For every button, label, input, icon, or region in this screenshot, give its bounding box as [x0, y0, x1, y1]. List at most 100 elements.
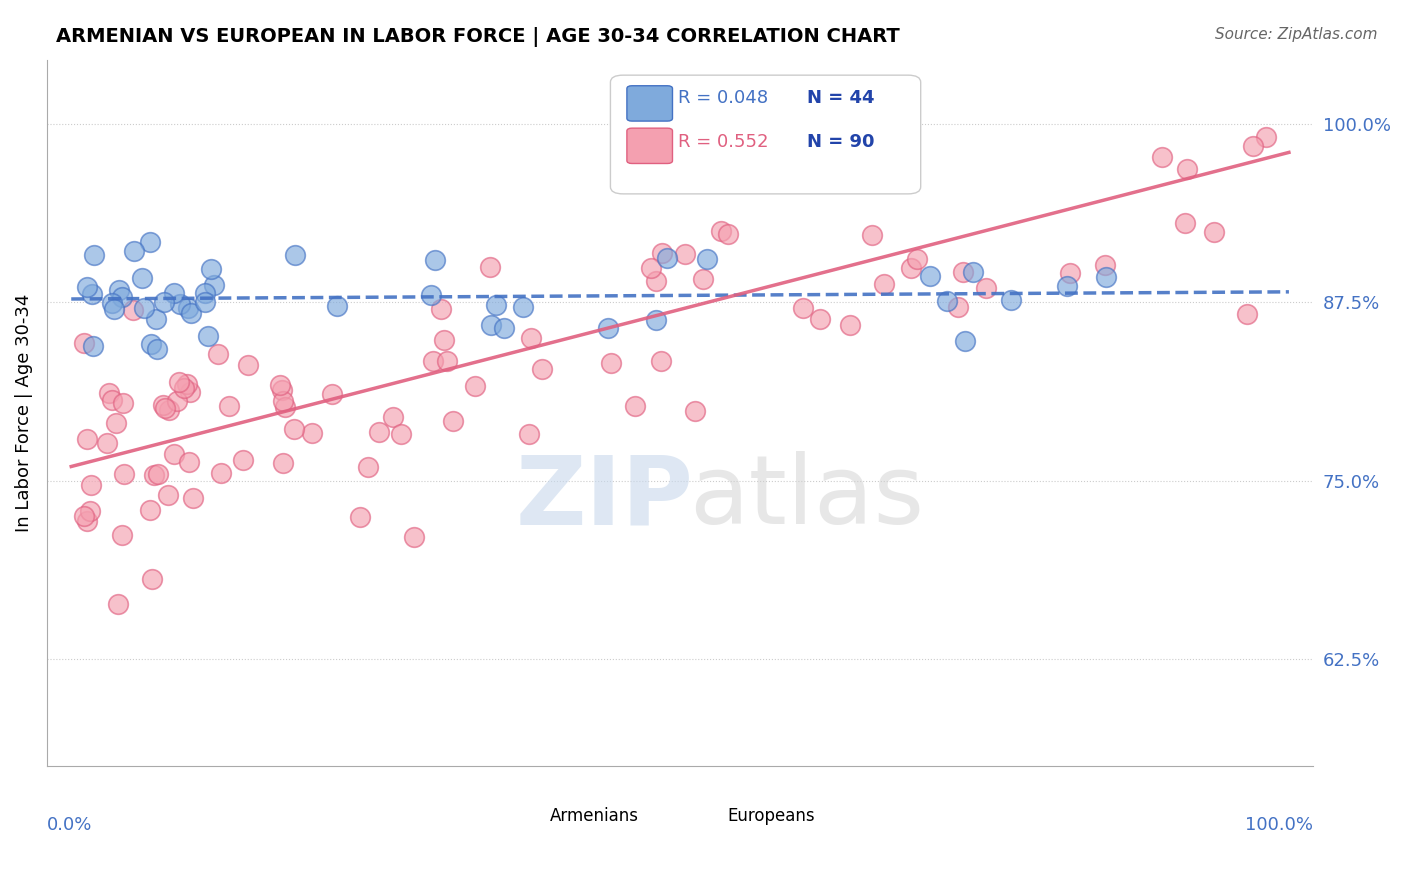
Point: [420, 288, 443, 302]
Point: [368, 425, 391, 439]
Point: [194, 295, 217, 310]
Point: [176, 377, 198, 392]
Text: R = 0.048: R = 0.048: [678, 89, 768, 107]
Point: [155, 401, 177, 415]
Point: [110, 528, 132, 542]
Point: [433, 333, 456, 347]
Point: [918, 269, 941, 284]
Point: [76, 280, 98, 294]
Point: [624, 399, 647, 413]
Point: [349, 509, 371, 524]
Point: [430, 301, 453, 316]
Text: atlas: atlas: [689, 451, 924, 544]
Point: [76, 432, 98, 446]
Point: [271, 394, 294, 409]
FancyBboxPatch shape: [610, 75, 921, 194]
Point: [218, 399, 240, 413]
Point: [1174, 216, 1197, 230]
Point: [209, 466, 232, 480]
Point: [283, 422, 305, 436]
Point: [284, 248, 307, 262]
Point: [132, 301, 155, 315]
Point: [73, 508, 96, 523]
Point: [873, 277, 896, 292]
Point: [153, 295, 176, 310]
Point: [141, 572, 163, 586]
Point: [651, 246, 673, 260]
Point: [1241, 139, 1264, 153]
Point: [512, 301, 534, 315]
FancyBboxPatch shape: [505, 801, 546, 830]
Point: [142, 468, 165, 483]
Point: [173, 381, 195, 395]
Text: N = 90: N = 90: [807, 133, 875, 152]
Point: [1059, 266, 1081, 280]
Point: [82, 287, 104, 301]
Point: [441, 414, 464, 428]
Point: [1204, 225, 1226, 239]
Point: [974, 281, 997, 295]
Point: [650, 353, 672, 368]
Point: [274, 401, 297, 415]
Point: [98, 386, 121, 401]
Text: ARMENIAN VS EUROPEAN IN LABOR FORCE | AGE 30-34 CORRELATION CHART: ARMENIAN VS EUROPEAN IN LABOR FORCE | AG…: [56, 27, 900, 46]
Point: [131, 271, 153, 285]
Text: ZIP: ZIP: [515, 451, 693, 544]
Point: [124, 244, 146, 258]
Point: [108, 283, 131, 297]
Point: [83, 247, 105, 261]
Point: [169, 297, 191, 311]
Point: [1175, 162, 1198, 177]
Point: [382, 410, 405, 425]
Point: [139, 336, 162, 351]
Point: [464, 378, 486, 392]
Point: [936, 293, 959, 308]
Point: [271, 384, 294, 398]
Point: [111, 290, 134, 304]
Point: [599, 357, 621, 371]
Point: [79, 504, 101, 518]
Point: [96, 436, 118, 450]
Point: [179, 455, 201, 469]
Point: [673, 247, 696, 261]
Point: [479, 318, 502, 332]
Point: [357, 459, 380, 474]
Point: [157, 487, 180, 501]
Point: [326, 299, 349, 313]
Text: R = 0.552: R = 0.552: [678, 133, 768, 152]
Point: [146, 342, 169, 356]
Point: [145, 312, 167, 326]
Point: [717, 227, 740, 241]
Point: [1236, 307, 1258, 321]
Point: [112, 467, 135, 482]
Point: [79, 477, 101, 491]
Point: [640, 261, 662, 276]
Point: [1150, 150, 1173, 164]
Point: [101, 296, 124, 310]
Point: [494, 321, 516, 335]
Point: [82, 339, 104, 353]
Point: [204, 277, 226, 292]
Point: [180, 306, 202, 320]
Point: [478, 260, 501, 275]
FancyBboxPatch shape: [683, 801, 723, 830]
Point: [905, 252, 928, 266]
Point: [645, 274, 668, 288]
Text: 0.0%: 0.0%: [46, 816, 93, 834]
Point: [1056, 278, 1078, 293]
Point: [111, 396, 134, 410]
Point: [952, 265, 974, 279]
Point: [838, 318, 860, 333]
Point: [139, 502, 162, 516]
Point: [179, 384, 201, 399]
Point: [181, 491, 204, 505]
Point: [792, 301, 814, 315]
Text: N = 44: N = 44: [807, 89, 875, 107]
Point: [100, 393, 122, 408]
Point: [948, 301, 970, 315]
Point: [146, 467, 169, 481]
Point: [645, 312, 668, 326]
Point: [269, 378, 291, 392]
Point: [139, 235, 162, 249]
Point: [1094, 258, 1116, 272]
